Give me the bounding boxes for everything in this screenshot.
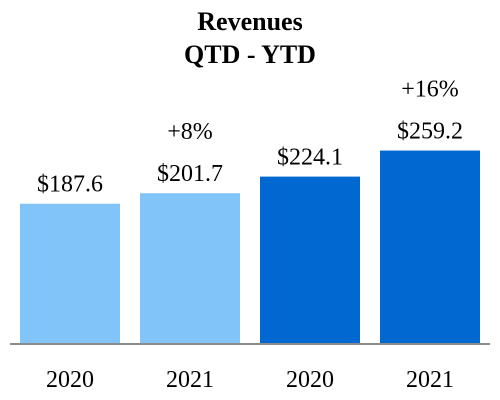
bar-value-label: $187.6 xyxy=(37,172,103,198)
chart-title-line-1: Revenues xyxy=(197,7,302,36)
x-tick-label: 2021 xyxy=(166,367,214,393)
x-tick-label: 2020 xyxy=(46,367,94,393)
bar-value-label: $259.2 xyxy=(397,119,463,145)
bar-ytd-2021 xyxy=(380,150,480,343)
bar-value-label: $201.7 xyxy=(157,161,223,187)
bar-qtd-2020 xyxy=(20,203,120,343)
bar-value-label: $224.1 xyxy=(277,145,343,171)
x-tick-label: 2020 xyxy=(286,367,334,393)
x-tick-label: 2021 xyxy=(406,367,454,393)
bar-ytd-2020 xyxy=(260,176,360,343)
chart-title-line-2: QTD - YTD xyxy=(184,40,316,69)
growth-percent-label: +16% xyxy=(401,77,459,103)
bar-qtd-2021 xyxy=(140,193,240,343)
growth-percent-label: +8% xyxy=(167,119,213,145)
